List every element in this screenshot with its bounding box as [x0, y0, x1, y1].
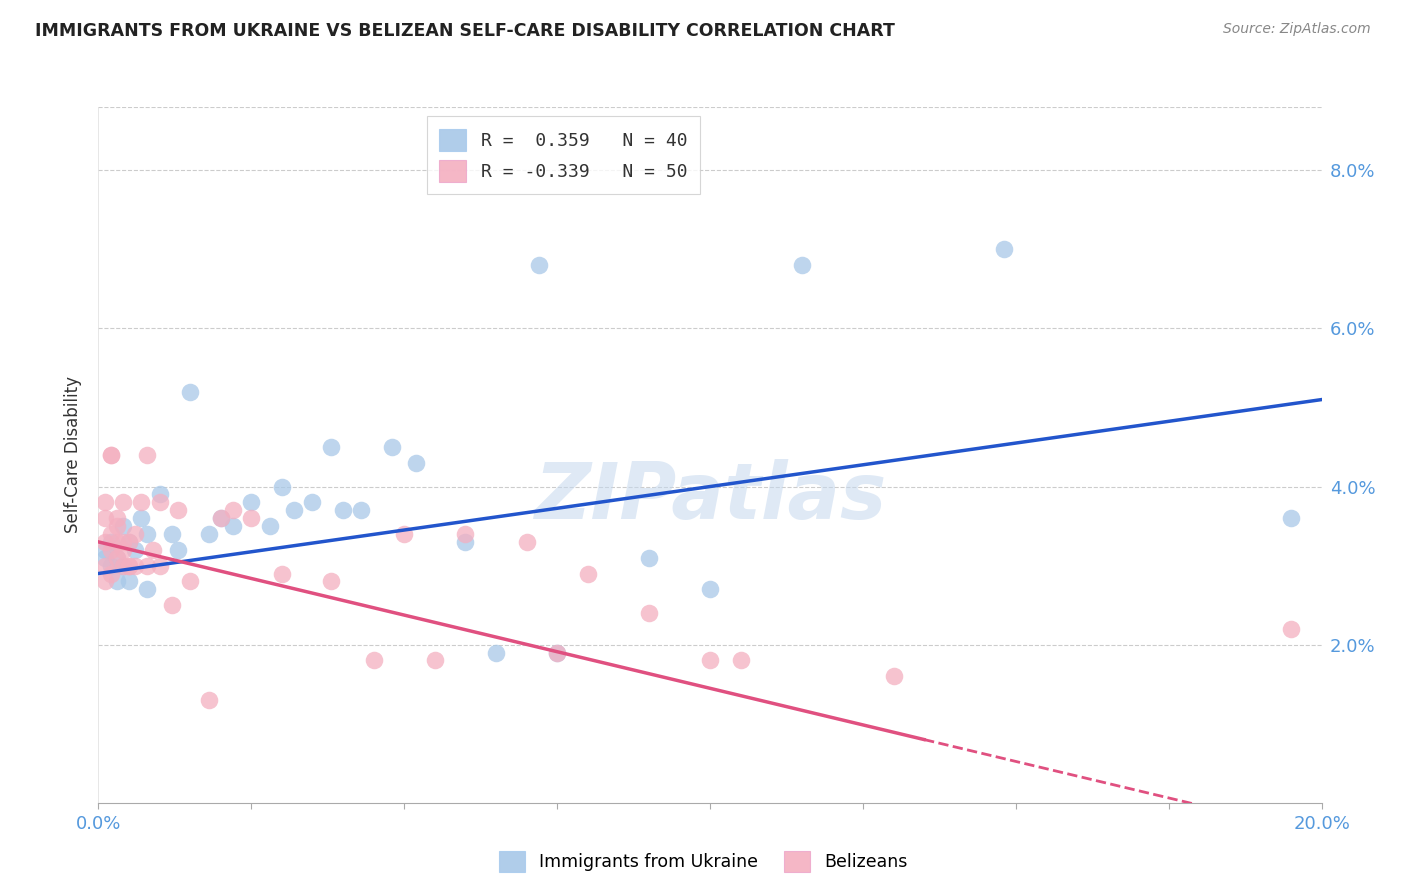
Point [124, 542, 146, 557]
Point [100, 448, 122, 462]
Point [136, 448, 159, 462]
Point [350, 503, 373, 517]
Point [100, 527, 122, 541]
Point [105, 534, 128, 549]
Point [93, 534, 115, 549]
Point [142, 542, 165, 557]
Point [136, 558, 159, 573]
Point [100, 566, 122, 581]
Point [699, 653, 721, 667]
Point [105, 519, 128, 533]
Point [124, 558, 146, 573]
Point [993, 243, 1015, 257]
Point [301, 495, 323, 509]
Point [319, 574, 342, 589]
Point [516, 534, 538, 549]
Point [167, 542, 190, 557]
Point [100, 542, 122, 557]
Point [423, 653, 446, 667]
Legend: R =  0.359   N = 40, R = -0.339   N = 50: R = 0.359 N = 40, R = -0.339 N = 50 [426, 116, 700, 194]
Point [363, 653, 385, 667]
Point [730, 653, 752, 667]
Point [136, 527, 159, 541]
Point [240, 511, 263, 525]
Point [270, 479, 292, 493]
Point [118, 534, 141, 549]
Point [149, 487, 172, 501]
Point [149, 495, 172, 509]
Point [332, 503, 354, 517]
Point [100, 558, 122, 573]
Point [405, 456, 427, 470]
Point [93, 542, 115, 557]
Point [1279, 622, 1302, 636]
Point [454, 527, 477, 541]
Point [167, 503, 190, 517]
Point [129, 495, 152, 509]
Point [93, 511, 115, 525]
Point [105, 550, 128, 565]
Point [270, 566, 292, 581]
Point [105, 574, 128, 589]
Point [179, 574, 201, 589]
Point [546, 646, 568, 660]
Point [129, 511, 152, 525]
Point [240, 495, 263, 509]
Point [118, 574, 141, 589]
Point [136, 582, 159, 597]
Text: IMMIGRANTS FROM UKRAINE VS BELIZEAN SELF-CARE DISABILITY CORRELATION CHART: IMMIGRANTS FROM UKRAINE VS BELIZEAN SELF… [35, 22, 896, 40]
Point [392, 527, 416, 541]
Point [381, 440, 404, 454]
Point [111, 542, 134, 557]
Point [576, 566, 599, 581]
Point [111, 558, 134, 573]
Point [93, 550, 115, 565]
Point [93, 574, 115, 589]
Legend: Immigrants from Ukraine, Belizeans: Immigrants from Ukraine, Belizeans [492, 844, 914, 879]
Point [222, 503, 245, 517]
Point [319, 440, 342, 454]
Point [111, 519, 134, 533]
Point [283, 503, 305, 517]
Point [160, 527, 183, 541]
Point [111, 558, 134, 573]
Point [118, 558, 141, 573]
Point [485, 646, 508, 660]
Point [118, 534, 141, 549]
Point [1279, 511, 1302, 525]
Point [637, 606, 661, 620]
Point [209, 511, 232, 525]
Point [454, 534, 477, 549]
Point [527, 258, 550, 272]
Point [197, 693, 219, 707]
Point [546, 646, 568, 660]
Point [111, 495, 134, 509]
Point [124, 527, 146, 541]
Point [209, 511, 232, 525]
Text: Source: ZipAtlas.com: Source: ZipAtlas.com [1223, 22, 1371, 37]
Point [197, 527, 219, 541]
Point [699, 582, 721, 597]
Point [179, 384, 201, 399]
Point [883, 669, 905, 683]
Point [105, 550, 128, 565]
Point [111, 534, 134, 549]
Point [259, 519, 281, 533]
Point [93, 495, 115, 509]
Y-axis label: Self-Care Disability: Self-Care Disability [65, 376, 83, 533]
Point [637, 550, 661, 565]
Point [118, 558, 141, 573]
Point [100, 448, 122, 462]
Point [105, 511, 128, 525]
Text: ZIPatlas: ZIPatlas [534, 458, 886, 534]
Point [222, 519, 245, 533]
Point [100, 534, 122, 549]
Point [790, 258, 813, 272]
Point [149, 558, 172, 573]
Point [93, 558, 115, 573]
Point [160, 598, 183, 612]
